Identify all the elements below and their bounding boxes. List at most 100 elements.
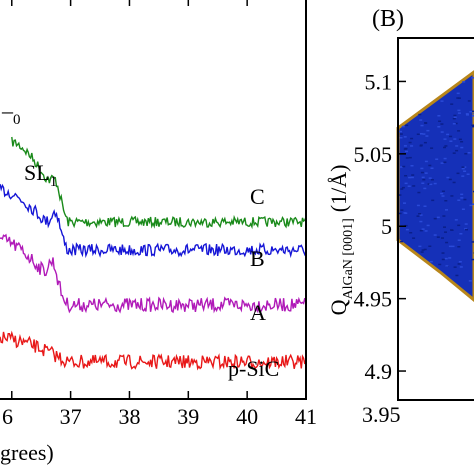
heatmap-cell — [464, 153, 468, 155]
annotation-partial-label: –0 — [1, 98, 21, 128]
heatmap-cell — [443, 138, 447, 140]
heatmap-cell — [457, 199, 461, 201]
heatmap-cell — [400, 240, 404, 243]
heatmap-cell — [450, 103, 454, 105]
heatmap-cell — [457, 130, 461, 132]
heatmap-cell — [427, 183, 431, 185]
heatmap-cell — [457, 246, 461, 248]
heatmap-cell — [448, 257, 452, 259]
heatmap-cell — [403, 136, 407, 138]
heatmap-cell — [417, 191, 421, 194]
heatmap-cell — [452, 123, 456, 125]
series-label-a: A — [250, 300, 266, 325]
heatmap-cell — [403, 148, 407, 150]
heatmap-cell — [455, 145, 459, 147]
heatmap-cell — [465, 228, 468, 231]
heatmap-cell — [421, 176, 425, 179]
heatmap-cell — [461, 175, 465, 177]
heatmap-cell — [410, 145, 414, 147]
panel-a-x-tick-label-3: 39 — [177, 404, 199, 429]
panel-b-y-ticks: 5.1 5.05 5 4.95 4.9 — [354, 69, 406, 384]
heatmap-cell — [452, 117, 456, 120]
annotation-sl1-sub: 1 — [50, 174, 58, 190]
heatmap-cell — [424, 230, 428, 232]
heatmap-cell — [403, 145, 407, 147]
panel-a: 6 37 38 39 40 41 –0 SL1 C B A p-SiC grees) — [0, 0, 317, 465]
heatmap-cell — [424, 160, 428, 163]
heatmap-cell — [400, 209, 404, 211]
panel-b-x-tick-label-0: 3.95 — [362, 402, 401, 427]
heatmap-cell — [457, 109, 461, 112]
heatmap-cell — [416, 204, 420, 207]
heatmap-cell — [419, 220, 423, 223]
heatmap-cell — [457, 112, 461, 114]
heatmap-cell — [453, 116, 457, 118]
heatmap-cell — [441, 258, 445, 261]
series-label-b: B — [250, 246, 265, 271]
heatmap-cell — [421, 249, 425, 251]
heatmap-cell — [418, 113, 422, 116]
heatmap-cell — [408, 156, 412, 159]
heatmap-cell — [403, 202, 406, 204]
heatmap-cell — [463, 170, 467, 172]
heatmap-cell — [399, 130, 402, 133]
heatmap-cell — [440, 131, 444, 133]
heatmap-cell — [428, 164, 432, 167]
heatmap-cell — [420, 167, 424, 170]
heatmap-cell — [411, 174, 415, 176]
heatmap-cell — [453, 138, 457, 140]
heatmap-cell — [452, 181, 456, 184]
heatmap-cell — [443, 161, 447, 163]
heatmap-cell — [430, 147, 434, 149]
heatmap-cell — [457, 239, 461, 241]
heatmap-cell — [408, 141, 412, 144]
heatmap-cell — [421, 228, 425, 230]
heatmap-cell — [443, 146, 446, 149]
heatmap-cell — [445, 241, 449, 244]
heatmap-cell — [466, 173, 470, 175]
annotation-partial-label-bar: – — [1, 98, 14, 123]
heatmap-cell — [421, 182, 425, 184]
heatmap-cell — [454, 219, 458, 221]
panel-b: (B) QAlGaN [0001] (1/Å) 5.1 5.05 5 4.95 4.9 3… — [326, 6, 474, 427]
heatmap-cell — [462, 81, 466, 83]
heatmap-cell — [405, 228, 409, 231]
heatmap-cell — [456, 92, 460, 95]
heatmap-cell — [401, 186, 405, 189]
heatmap-cell — [457, 97, 461, 99]
series-label-psic: p-SiC — [228, 356, 279, 381]
heatmap-cell — [435, 158, 439, 160]
heatmap-cell — [449, 135, 453, 138]
heatmap-cell — [459, 266, 463, 268]
heatmap-cell — [448, 178, 452, 181]
heatmap-cell — [410, 137, 414, 140]
heatmap-cell — [430, 167, 434, 169]
heatmap-cell — [433, 217, 437, 220]
heatmap-cell — [437, 115, 441, 117]
heatmap-cell — [469, 204, 473, 207]
heatmap-cell — [419, 214, 423, 216]
heatmap-cell — [438, 263, 442, 266]
panel-a-series-group — [0, 136, 307, 371]
heatmap-cell — [466, 114, 469, 116]
heatmap-cell — [468, 280, 472, 282]
heatmap-cell — [441, 195, 445, 197]
heatmap-cell — [402, 165, 406, 168]
heatmap-cell — [423, 248, 427, 251]
heatmap-cell — [441, 237, 444, 239]
series-line-a — [0, 233, 307, 314]
heatmap-cell — [443, 226, 446, 228]
heatmap-cell — [423, 187, 427, 190]
panel-b-ylabel-sub: AlGaN [0001] — [341, 218, 356, 299]
heatmap-cell — [422, 133, 426, 135]
heatmap-cell — [446, 133, 450, 136]
panel-b-ylabel-text: QAlGaN [0001] (1/Å) — [326, 165, 356, 316]
heatmap-cell — [423, 205, 427, 207]
heatmap-cell — [471, 115, 474, 117]
heatmap-cell — [464, 223, 468, 225]
heatmap-cell — [419, 119, 423, 121]
panel-b-ylabel-unit: (1/Å) — [326, 165, 351, 213]
heatmap-cell — [456, 97, 460, 99]
heatmap-cell — [408, 176, 412, 179]
